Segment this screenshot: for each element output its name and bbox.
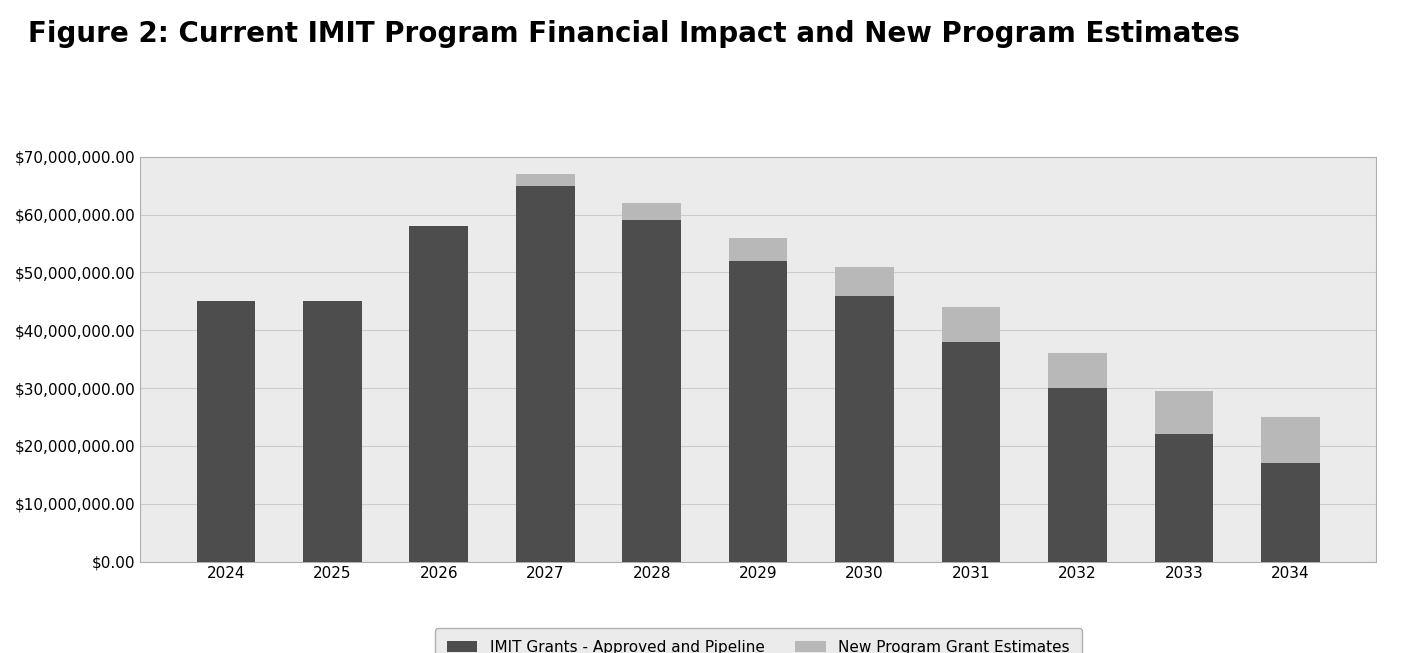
Bar [1154, 391, 1213, 434]
Bar [622, 203, 681, 220]
Bar [622, 220, 681, 562]
Bar [303, 301, 362, 562]
Bar [1154, 434, 1213, 562]
Bar [1049, 388, 1106, 562]
Bar [729, 238, 788, 261]
Bar [410, 226, 468, 562]
Bar [942, 307, 1001, 342]
Bar [942, 342, 1001, 562]
Bar [1049, 353, 1106, 388]
Bar [1261, 417, 1320, 463]
Text: Figure 2: Current IMIT Program Financial Impact and New Program Estimates: Figure 2: Current IMIT Program Financial… [28, 20, 1240, 48]
Bar [515, 185, 574, 562]
Bar [515, 174, 574, 185]
Bar [1261, 463, 1320, 562]
Bar [835, 296, 894, 562]
Bar [197, 301, 256, 562]
Legend: IMIT Grants - Approved and Pipeline, New Program Grant Estimates: IMIT Grants - Approved and Pipeline, New… [435, 628, 1081, 653]
Bar [835, 266, 894, 296]
Bar [729, 261, 788, 562]
